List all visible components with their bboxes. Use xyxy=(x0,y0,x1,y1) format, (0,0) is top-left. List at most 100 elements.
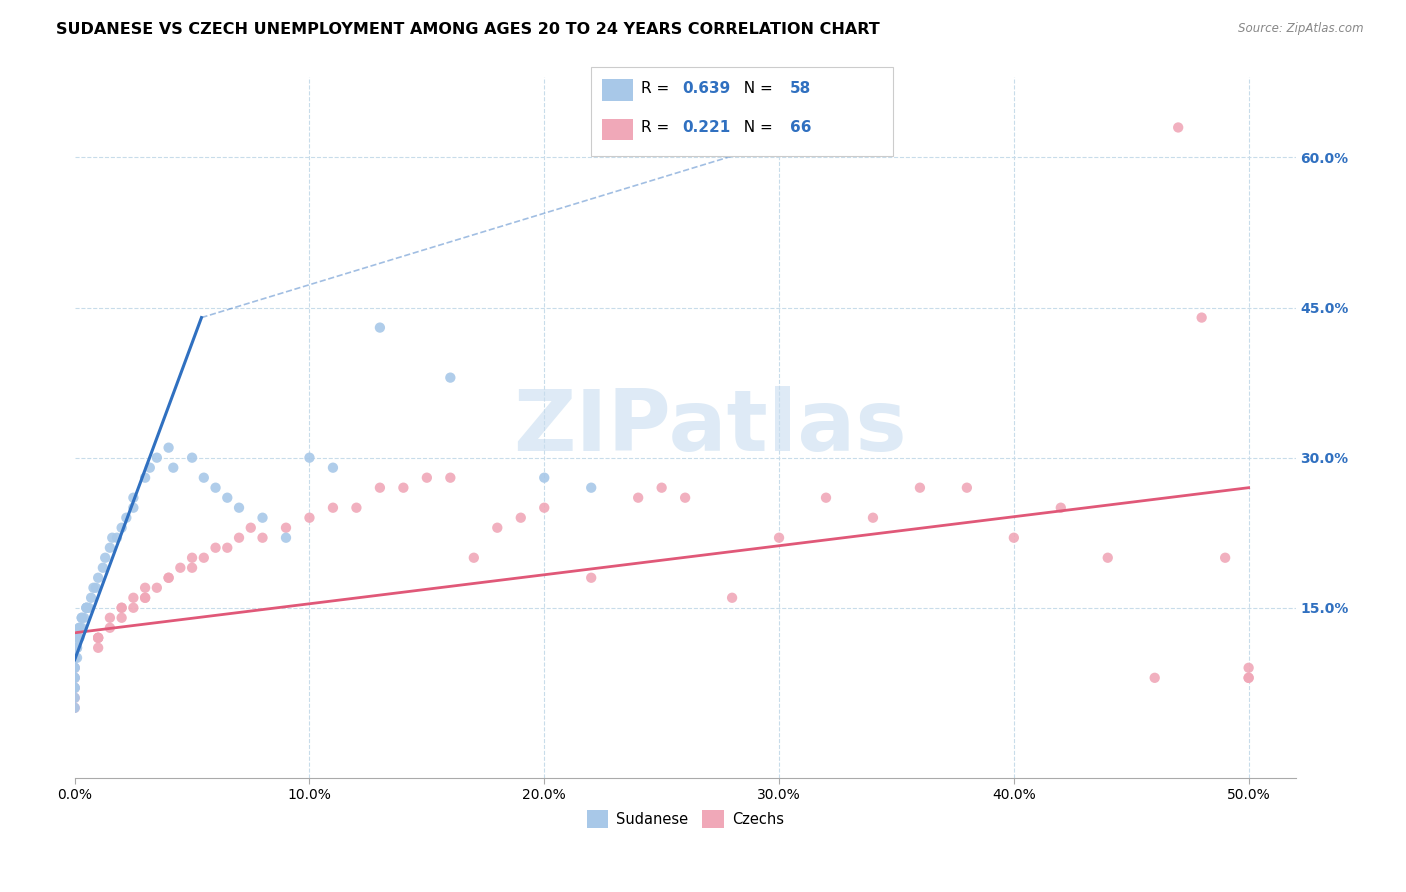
Point xyxy=(70,611,93,625)
Point xyxy=(80,591,103,605)
Point xyxy=(67,621,90,635)
Point xyxy=(298,510,321,524)
Point xyxy=(193,550,215,565)
Point xyxy=(204,481,226,495)
Point xyxy=(63,681,86,695)
Point xyxy=(63,640,86,655)
Point xyxy=(66,640,89,655)
Point xyxy=(87,631,110,645)
Point xyxy=(1049,500,1071,515)
Point xyxy=(204,541,226,555)
Point xyxy=(63,701,86,715)
Point xyxy=(392,481,415,495)
Point xyxy=(111,521,134,535)
Point xyxy=(439,370,461,384)
Point xyxy=(91,560,114,574)
Point xyxy=(70,611,93,625)
Text: N =: N = xyxy=(734,81,778,95)
Point xyxy=(768,531,790,545)
Point xyxy=(217,491,239,505)
Point xyxy=(122,500,145,515)
Point xyxy=(1143,671,1166,685)
Point xyxy=(1002,531,1025,545)
Point xyxy=(98,541,121,555)
Point xyxy=(75,600,97,615)
Point xyxy=(70,621,93,635)
Point xyxy=(63,671,86,685)
Point xyxy=(122,491,145,505)
Point xyxy=(322,460,344,475)
Point xyxy=(101,531,124,545)
Point xyxy=(651,481,673,495)
Point xyxy=(239,521,262,535)
Text: N =: N = xyxy=(734,120,778,135)
Point xyxy=(134,591,156,605)
Point xyxy=(115,510,138,524)
Point xyxy=(98,621,121,635)
Point xyxy=(87,571,110,585)
Text: ZIPatlas: ZIPatlas xyxy=(513,386,907,469)
Point xyxy=(66,631,89,645)
Legend: Sudanese, Czechs: Sudanese, Czechs xyxy=(581,805,790,834)
Point xyxy=(63,650,86,665)
Text: R =: R = xyxy=(641,81,675,95)
Point xyxy=(416,471,439,485)
Point xyxy=(814,491,837,505)
Point xyxy=(862,510,884,524)
Point xyxy=(63,650,86,665)
Point xyxy=(157,571,180,585)
Text: 0.639: 0.639 xyxy=(682,81,730,95)
Point xyxy=(98,611,121,625)
Point xyxy=(463,550,485,565)
Point xyxy=(439,471,461,485)
Point xyxy=(252,510,274,524)
Point xyxy=(87,631,110,645)
Point xyxy=(66,631,89,645)
Point xyxy=(1213,550,1236,565)
Point xyxy=(322,500,344,515)
Point xyxy=(77,600,100,615)
Point xyxy=(181,450,204,465)
Point xyxy=(252,531,274,545)
Point xyxy=(146,581,169,595)
Point xyxy=(274,521,297,535)
Text: R =: R = xyxy=(641,120,675,135)
Point xyxy=(63,650,86,665)
Point xyxy=(139,460,162,475)
Point xyxy=(66,650,89,665)
Point xyxy=(63,690,86,705)
Point xyxy=(63,661,86,675)
Point xyxy=(1167,120,1189,135)
Point xyxy=(87,631,110,645)
Point xyxy=(84,581,107,595)
Point xyxy=(1237,671,1260,685)
Point xyxy=(63,671,86,685)
Point xyxy=(67,631,90,645)
Text: SUDANESE VS CZECH UNEMPLOYMENT AMONG AGES 20 TO 24 YEARS CORRELATION CHART: SUDANESE VS CZECH UNEMPLOYMENT AMONG AGE… xyxy=(56,22,880,37)
Point xyxy=(111,600,134,615)
Point xyxy=(75,600,97,615)
Point xyxy=(1191,310,1213,325)
Text: 66: 66 xyxy=(790,120,811,135)
Point xyxy=(533,500,555,515)
Point xyxy=(721,591,744,605)
Point xyxy=(66,640,89,655)
Point xyxy=(486,521,509,535)
Point xyxy=(67,621,90,635)
Point xyxy=(579,571,602,585)
Point xyxy=(274,531,297,545)
Point xyxy=(111,611,134,625)
Point xyxy=(346,500,368,515)
Point xyxy=(368,481,391,495)
Point xyxy=(627,491,650,505)
Point xyxy=(509,510,531,524)
Point xyxy=(94,550,117,565)
Point xyxy=(63,650,86,665)
Point xyxy=(908,481,931,495)
Point xyxy=(228,500,250,515)
Point xyxy=(157,571,180,585)
Point xyxy=(134,591,156,605)
Point xyxy=(673,491,696,505)
Point xyxy=(63,661,86,675)
Point xyxy=(122,591,145,605)
